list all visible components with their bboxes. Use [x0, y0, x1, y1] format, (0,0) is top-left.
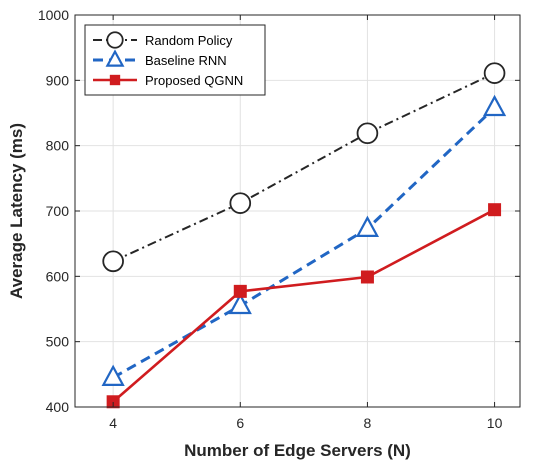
legend-label-proposed-qgnn: Proposed QGNN [145, 73, 243, 88]
data-point-proposed-qgnn [488, 203, 502, 217]
y-tick-label: 700 [46, 203, 70, 219]
legend-marker-random-policy [106, 31, 124, 49]
data-point-random-policy [483, 62, 506, 84]
data-point-baseline-rnn [101, 364, 125, 386]
series-line-proposed-qgnn [112, 208, 496, 403]
y-tick-label: 1000 [38, 7, 69, 23]
y-tick-label: 600 [46, 268, 70, 284]
legend-marker-baseline-rnn [105, 49, 125, 67]
data-point-baseline-rnn [482, 94, 507, 117]
x-tick-label: 4 [109, 415, 117, 431]
y-tick-label: 800 [46, 138, 70, 154]
legend-label-random-policy: Random Policy [145, 33, 233, 48]
plot-series [101, 62, 507, 409]
y-tick-label: 900 [46, 72, 70, 88]
data-point-baseline-rnn [355, 215, 380, 237]
y-tick-label: 500 [46, 334, 70, 350]
x-tick-label: 8 [364, 415, 372, 431]
series-line-baseline-rnn [112, 106, 496, 379]
data-point-random-policy [102, 250, 124, 273]
x-tick-label: 10 [487, 415, 503, 431]
data-point-baseline-rnn [228, 292, 252, 315]
data-point-proposed-qgnn [106, 395, 120, 409]
series-line-random-policy [112, 72, 495, 263]
legend-marker-proposed-qgnn [109, 74, 121, 86]
legend: Random Policy Baseline RNN Proposed QGNN [84, 24, 266, 96]
x-axis-title: Number of Edge Servers (N) [184, 441, 411, 460]
data-point-random-policy [356, 122, 379, 145]
data-point-random-policy [229, 192, 252, 214]
legend-label-baseline-rnn: Baseline RNN [145, 53, 227, 68]
y-tick-label: 400 [46, 399, 70, 415]
axis-ticks: 4 6 8 10 400 500 600 700 800 900 1000 [38, 7, 520, 431]
data-point-proposed-qgnn [360, 270, 374, 284]
data-point-proposed-qgnn [233, 284, 247, 298]
y-axis-title: Average Latency (ms) [7, 123, 26, 299]
x-tick-label: 6 [236, 415, 244, 431]
